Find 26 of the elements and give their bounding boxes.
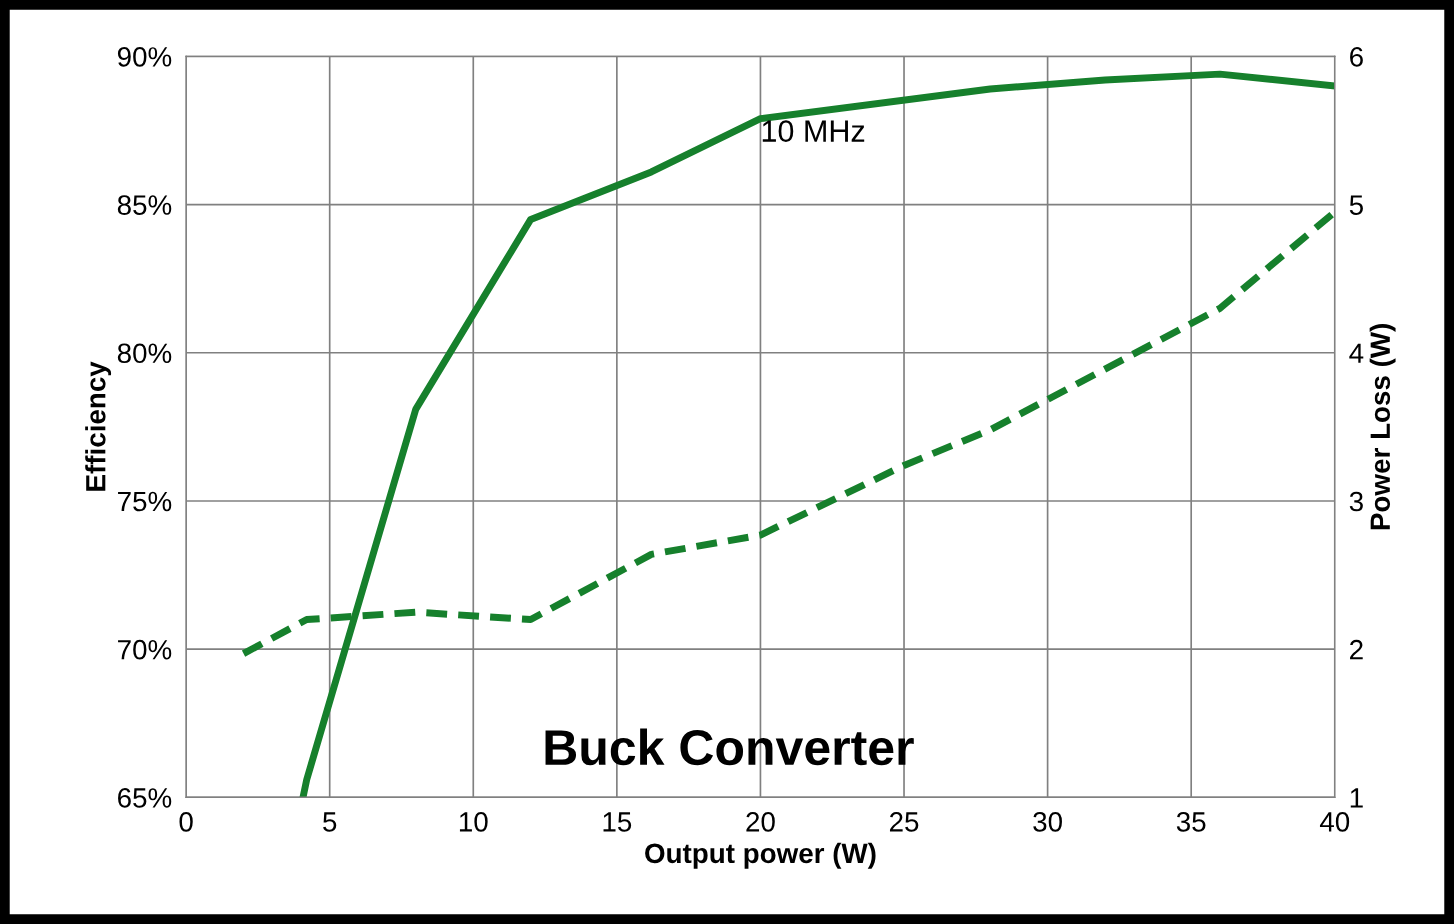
y2-tick-label: 5 — [1349, 195, 1363, 215]
y2-tick-label: 6 — [1350, 47, 1363, 67]
y-tick-label: 70% — [118, 639, 172, 660]
x-tick-label: 15 — [603, 812, 632, 832]
y2-tick-label: 1 — [1350, 788, 1363, 808]
x-tick-label: 30 — [1033, 812, 1062, 832]
x-tick-label: 10 — [459, 812, 488, 832]
y2-tick-label: 4 — [1349, 343, 1364, 363]
y-tick-label: 85% — [117, 195, 172, 215]
x-tick-label: 0 — [179, 812, 193, 832]
y2-tick-label: 2 — [1350, 639, 1363, 660]
x-axis-title: Output power (W) — [645, 842, 876, 869]
y-tick-label: 65% — [118, 788, 172, 808]
x-tick-label: 5 — [323, 812, 337, 832]
y-tick-label: 75% — [118, 491, 172, 512]
annotation: Buck Converter — [545, 728, 914, 766]
y-tick-label: 80% — [117, 343, 172, 364]
y2-tick-label: 3 — [1349, 491, 1363, 512]
y2-axis-title: Power Loss (W) — [1369, 324, 1396, 530]
x-tick-label: 25 — [889, 812, 919, 832]
y-tick-label: 90% — [117, 47, 172, 67]
x-tick-label: 20 — [746, 812, 775, 832]
x-tick-label: 35 — [1176, 812, 1206, 832]
x-tick-label: 40 — [1319, 812, 1350, 832]
y-axis-title: Efficiency — [85, 361, 112, 491]
annotation: 10 MHz — [762, 120, 865, 142]
